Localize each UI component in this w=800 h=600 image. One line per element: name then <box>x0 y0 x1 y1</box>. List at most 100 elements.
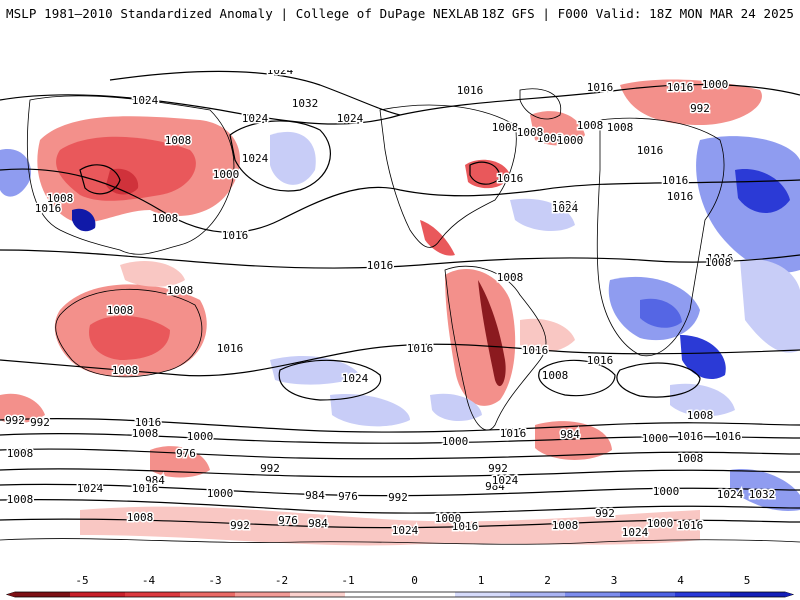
isobar-label: 1008 <box>47 192 74 205</box>
colorbar-swatch <box>15 592 71 597</box>
isobar-label: 992 <box>595 507 615 520</box>
isobar-label: 1008 <box>497 271 524 284</box>
anomaly-shading <box>0 79 800 546</box>
isobar-label: 1000 <box>653 485 680 498</box>
colorbar-min-arrow <box>7 592 15 597</box>
isobar-label: 1008 <box>132 427 159 440</box>
isobar-label: 992 <box>260 462 280 475</box>
isobar-label: 1008 <box>7 493 34 506</box>
isobar-label: 992 <box>488 462 508 475</box>
colorbar-tick-label: 2 <box>544 574 551 587</box>
isobar-high-s-pacific <box>278 359 382 401</box>
coast-africa-europe <box>596 117 725 357</box>
isobar-label: 992 <box>230 519 250 532</box>
isobar-label: 1016 <box>452 520 479 533</box>
isobar-label: 992 <box>388 491 408 504</box>
isobar-label: 984 <box>305 489 325 502</box>
isobar-label: 1024 <box>552 202 579 215</box>
isobar-label: 1016 <box>367 259 394 272</box>
isobar-label: 1024 <box>337 112 364 125</box>
isobar-label: 1008 <box>542 369 569 382</box>
isobar-label: 1024 <box>267 70 294 77</box>
anomaly-andes-2 <box>520 318 575 352</box>
isobar-equator-south <box>0 343 800 377</box>
isobar-label: 1016 <box>667 190 694 203</box>
anomaly-indian-ocean-pos <box>680 335 726 380</box>
isobar-label: 1000 <box>557 134 584 147</box>
isobar-label: 1024 <box>622 526 649 539</box>
isobar-label: 1016 <box>135 416 162 429</box>
colorbar-tick-labels: -5 -4 -3 -2 -1 0 1 2 3 4 5 <box>75 574 750 587</box>
isobar-subtropic-north <box>0 249 800 269</box>
isobar-label: 1008 <box>112 364 139 377</box>
isobar-label: 992 <box>5 414 25 427</box>
isobar-low-japan <box>79 164 121 195</box>
isobar-north-mid <box>0 83 800 125</box>
colorbar-swatch <box>345 592 401 597</box>
isobar-low-us <box>469 161 501 185</box>
isobar-label: 1008 <box>705 256 732 269</box>
isobars <box>0 70 800 529</box>
isobar-label: 1008 <box>152 212 179 225</box>
isobar-label: 1024 <box>77 482 104 495</box>
anomaly-south-atlantic <box>535 421 612 460</box>
isobar-label: 1024 <box>717 488 744 501</box>
colorbar-tick-label: -2 <box>275 574 288 587</box>
isobar-label: 1024 <box>242 152 269 165</box>
isobar-label: 976 <box>278 514 298 527</box>
isobar-label: 1024 <box>342 372 369 385</box>
isobar-label: 992 <box>690 102 710 115</box>
coast-north-america <box>379 104 517 248</box>
isobar-south-2 <box>0 448 800 460</box>
colorbar-swatch <box>565 592 621 597</box>
isobar-label: 1016 <box>132 482 159 495</box>
isobar-south-4 <box>0 483 800 497</box>
isobar-polar-north <box>109 70 401 116</box>
anomaly-mexico <box>420 220 455 256</box>
isobar-label: 1016 <box>407 342 434 355</box>
isobar-label: 1016 <box>707 252 734 265</box>
colorbar-tick-label: -1 <box>341 574 354 587</box>
anomaly-arctic <box>620 79 762 125</box>
isobar-label: 1024 <box>242 112 269 125</box>
isobar-label: 1008 <box>517 126 544 139</box>
colorbar-swatch <box>675 592 731 597</box>
isobar-label: 1024 <box>492 474 519 487</box>
isobar-label: 1000 <box>213 168 240 181</box>
anomaly-australia-core <box>89 315 170 360</box>
isobar-label: 1008 <box>165 134 192 147</box>
isobar-label: 1008 <box>7 492 34 505</box>
isobar-label: 1000 <box>647 517 674 530</box>
coast-south-america <box>444 265 547 431</box>
anomaly-south-atlantic-pos <box>430 393 482 422</box>
isobar-label: 1008 <box>677 452 704 465</box>
isobar-label: 984 <box>485 480 505 493</box>
isobar-north-lat <box>0 168 800 233</box>
isobar-south-1 <box>0 433 800 444</box>
anomaly-andes <box>478 280 506 387</box>
isobar-label: 1008 <box>167 284 194 297</box>
colorbar-swatch <box>730 592 786 597</box>
isobar-label: 1016 <box>522 344 549 357</box>
isobar-label: 1008 <box>107 304 134 317</box>
isobar-high-pacific <box>229 120 331 192</box>
anomaly-north-pacific-pos <box>270 131 316 185</box>
isobar-label: 1000 <box>207 487 234 500</box>
colorbar-tick-label: 5 <box>744 574 751 587</box>
coastlines <box>0 88 800 545</box>
isobar-label: 1000 <box>642 432 669 445</box>
isobar-high-s-indian <box>616 362 701 398</box>
isobar-label: 1016 <box>222 229 249 242</box>
isobar-label: 1008 <box>577 119 604 132</box>
colorbar-swatch <box>290 592 346 597</box>
isobar-label: 984 <box>145 474 165 487</box>
isobar-south-3 <box>0 468 800 478</box>
isobar-label: 1024 <box>552 199 579 212</box>
anomaly-africa-core <box>640 298 682 328</box>
isobar-label: 1016 <box>500 427 527 440</box>
colorbar-swatch <box>125 592 181 597</box>
isobar-label: 1016 <box>587 81 614 94</box>
coast-greenland <box>519 88 562 120</box>
header: MSLP 1981–2010 Standardized Anomaly | Co… <box>0 0 800 30</box>
colorbar-tick-label: -4 <box>142 574 156 587</box>
